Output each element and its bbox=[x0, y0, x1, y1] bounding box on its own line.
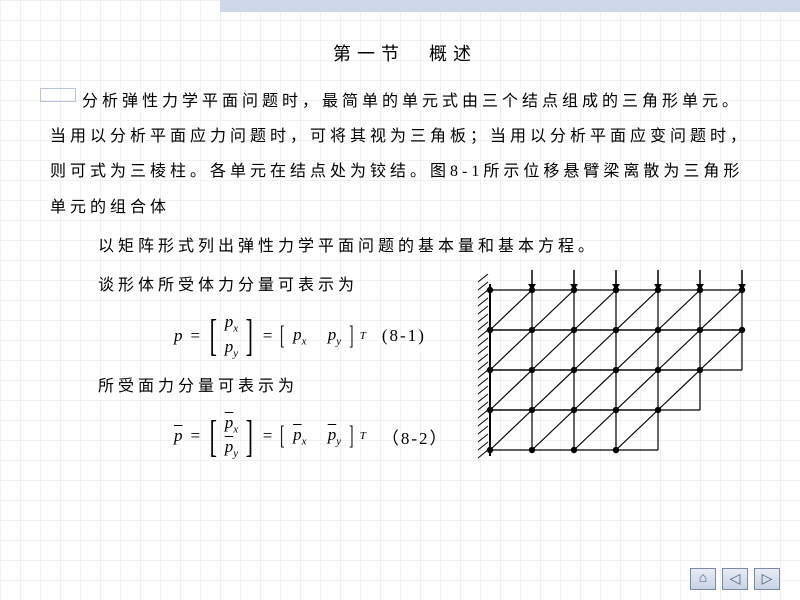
home-icon: ⌂ bbox=[699, 571, 707, 587]
top-decor-bar bbox=[220, 0, 800, 12]
eq2-number: （8-2） bbox=[382, 424, 449, 449]
next-button[interactable]: ▷ bbox=[754, 568, 780, 590]
next-icon: ▷ bbox=[762, 571, 773, 588]
nav-controls: ⌂ ◁ ▷ bbox=[690, 568, 780, 590]
eq2-lhs: p bbox=[174, 426, 183, 446]
paragraph-2: 以矩阵形式列出弹性力学平面问题的基本量和基本方程。 bbox=[50, 229, 760, 264]
prev-icon: ◁ bbox=[730, 571, 741, 588]
prev-button[interactable]: ◁ bbox=[722, 568, 748, 590]
eq1-lhs: p bbox=[174, 326, 183, 346]
section-title: 第一节 概述 bbox=[50, 40, 760, 66]
home-button[interactable]: ⌂ bbox=[690, 568, 716, 590]
paragraph-1: 分析弹性力学平面问题时，最简单的单元式由三个结点组成的三角形单元。当用以分析平面… bbox=[50, 84, 760, 225]
eq1-number: (8-1) bbox=[382, 326, 426, 346]
cantilever-mesh-diagram bbox=[460, 260, 760, 470]
